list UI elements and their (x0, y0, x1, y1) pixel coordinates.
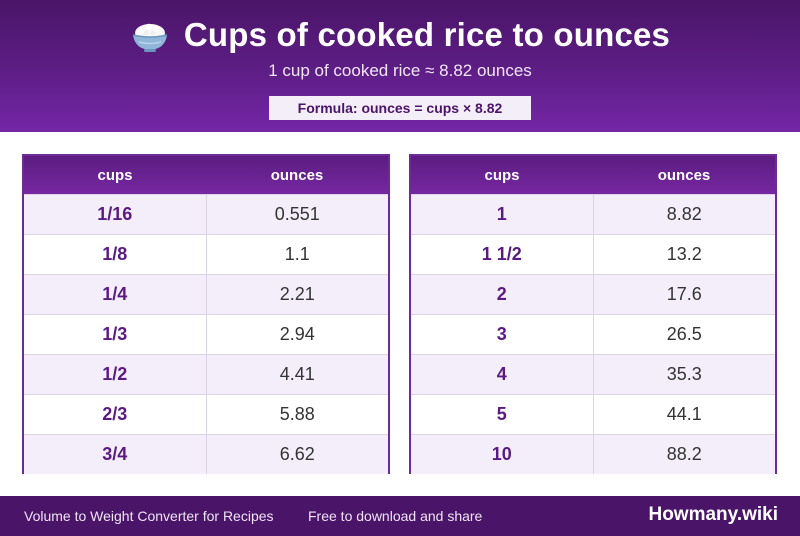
table-row: 1/3 2.94 (24, 314, 388, 354)
footer-bar: Volume to Weight Converter for Recipes F… (0, 496, 800, 536)
cups-cell: 2 (411, 275, 594, 314)
column-header-ounces: ounces (270, 166, 324, 184)
title-row: Cups of cooked rice to ounces (0, 14, 800, 56)
column-header-cups: cups (484, 166, 520, 184)
cups-cell: 1 (411, 195, 594, 234)
ounces-cell: 6.62 (279, 444, 315, 464)
cups-cell: 3 (411, 315, 594, 354)
cups-cell: 1 1/2 (411, 235, 594, 274)
column-header-ounces: ounces (657, 166, 711, 184)
table-header: cups ounces (411, 156, 775, 194)
ounces-cell: 2.94 (279, 324, 315, 344)
table-body: 1/16 0.551 1/8 1.1 1/4 2.21 1/3 2.94 1/2 4.41… (24, 194, 388, 474)
page-subtitle: 1 cup of cooked rice ≈ 8.82 ounces (268, 61, 532, 80)
header-banner: Cups of cooked rice to ounces 1 cup of c… (0, 0, 800, 132)
ounces-cell: 1.1 (284, 244, 310, 264)
footer-note: Free to download and share (308, 508, 483, 524)
table-row: 3 26.5 (411, 314, 775, 354)
ounces-cell: 13.2 (666, 244, 702, 264)
conversion-table-left: cups ounces 1/16 0.551 1/8 1.1 1/4 2.21 1/3… (22, 154, 390, 474)
ounces-cell: 5.88 (279, 404, 315, 424)
ounces-cell: 88.2 (666, 444, 702, 464)
table-row: 3/4 6.62 (24, 434, 388, 474)
table-row: 2/3 5.88 (24, 394, 388, 434)
ounces-cell: 0.551 (274, 204, 320, 224)
footer-tagline: Volume to Weight Converter for Recipes (24, 508, 274, 524)
table-header: cups ounces (24, 156, 388, 194)
ounces-cell: 44.1 (666, 404, 702, 424)
ounces-cell: 4.41 (279, 364, 315, 384)
table-row: 4 35.3 (411, 354, 775, 394)
column-header-cups: cups (97, 166, 133, 184)
table-row: 1/2 4.41 (24, 354, 388, 394)
page-title: Cups of cooked rice to ounces (183, 16, 671, 53)
cups-cell: 1/8 (24, 235, 207, 274)
cups-cell: 5 (411, 395, 594, 434)
cups-cell: 3/4 (24, 435, 207, 474)
cups-cell: 1/16 (24, 195, 207, 234)
brand-logo-text[interactable]: Howmany.wiki (648, 504, 778, 525)
table-row: 1 1/2 13.2 (411, 234, 775, 274)
table-body: 1 8.82 1 1/2 13.2 2 17.6 3 26.5 4 35.3 5 44.1 … (411, 194, 775, 474)
cups-cell: 1/3 (24, 315, 207, 354)
table-row: 10 88.2 (411, 434, 775, 474)
ounces-cell: 8.82 (666, 204, 702, 224)
ounces-cell: 26.5 (666, 324, 702, 344)
ounces-cell: 17.6 (666, 284, 702, 304)
cups-cell: 1/4 (24, 275, 207, 314)
formula-badge: Formula: ounces = cups × 8.82 (269, 96, 531, 120)
cups-cell: 1/2 (24, 355, 207, 394)
table-row: 1 8.82 (411, 194, 775, 234)
cups-cell: 4 (411, 355, 594, 394)
rice-bowl-icon (132, 23, 168, 52)
cups-cell: 2/3 (24, 395, 207, 434)
table-row: 5 44.1 (411, 394, 775, 434)
ounces-cell: 35.3 (666, 364, 702, 384)
ounces-cell: 2.21 (279, 284, 315, 304)
conversion-table-right: cups ounces 1 8.82 1 1/2 13.2 2 17.6 3 26.5 … (409, 154, 777, 474)
cups-cell: 10 (411, 435, 594, 474)
table-row: 1/8 1.1 (24, 234, 388, 274)
table-row: 2 17.6 (411, 274, 775, 314)
table-row: 1/4 2.21 (24, 274, 388, 314)
table-row: 1/16 0.551 (24, 194, 388, 234)
